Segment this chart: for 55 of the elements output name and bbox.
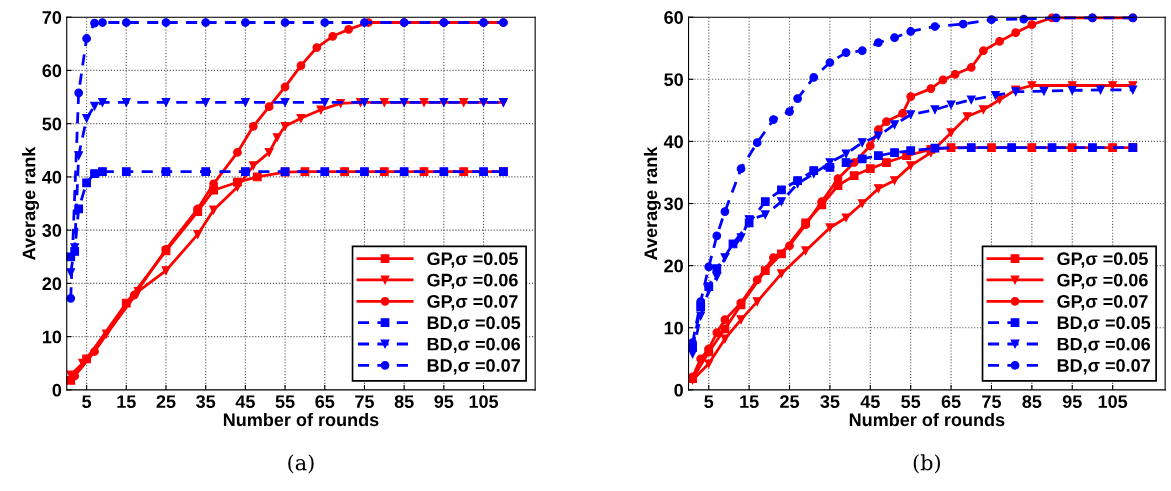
x-tick-label: 5 <box>704 395 714 408</box>
legend-label: BD,σ =0.05 <box>427 316 521 332</box>
x-tick-label: 35 <box>820 395 840 408</box>
y-tick-label: 20 <box>664 259 683 273</box>
y-tick-label: 70 <box>42 11 62 24</box>
x-tick-label: 65 <box>315 395 335 408</box>
x-tick-label: 55 <box>275 395 295 408</box>
y-tick-label: 10 <box>42 330 62 344</box>
x-tick-label: 75 <box>982 395 1002 408</box>
x-tick-label: 95 <box>434 395 454 408</box>
x-tick-label: 25 <box>156 395 176 408</box>
y-tick-label: 10 <box>664 321 683 335</box>
y-tick-label: 30 <box>42 224 62 237</box>
y-tick-label: 40 <box>42 170 62 184</box>
legend-label: BD,σ =0.05 <box>1057 316 1151 332</box>
legend-label: BD,σ =0.07 <box>427 359 520 375</box>
legend-label: BD,σ =0.07 <box>1057 359 1150 375</box>
y-tick-label: 40 <box>663 135 683 149</box>
y-tick-label: 30 <box>664 197 683 211</box>
legend-label: GP,σ =0.05 <box>1057 252 1148 268</box>
legend-label: BD,σ =0.06 <box>427 337 521 354</box>
y-tick-label: 50 <box>664 73 683 87</box>
legend-label: GP,σ =0.07 <box>1057 295 1148 311</box>
text: (b) <box>913 454 940 474</box>
x-tick-label: 85 <box>1022 395 1042 408</box>
x-tick-label: 35 <box>196 395 216 408</box>
x-tick-label: 15 <box>117 395 136 408</box>
legend-label: GP,σ =0.05 <box>427 252 518 268</box>
y-axis-title: Average rank <box>22 146 40 260</box>
x-tick-label: 45 <box>235 395 255 408</box>
legend-label: BD,σ =0.06 <box>1057 337 1151 354</box>
x-tick-label: 85 <box>394 395 414 408</box>
y-tick-label: 60 <box>664 11 683 24</box>
x-tick-label: 95 <box>1062 395 1082 408</box>
y-tick-label: 0 <box>52 383 62 397</box>
x-tick-label: 45 <box>860 395 880 408</box>
x-tick-label: 15 <box>740 395 759 408</box>
x-tick-label: 55 <box>901 395 921 408</box>
x-tick-label: 65 <box>941 395 961 408</box>
x-tick-label: 105 <box>469 395 499 408</box>
legend-label: GP,σ =0.06 <box>427 273 518 290</box>
x-tick-label: 5 <box>82 395 92 408</box>
x-axis-title: Number of rounds <box>223 412 379 427</box>
text: (a) <box>288 454 314 474</box>
y-tick-label: 60 <box>42 64 62 78</box>
x-tick-label: 105 <box>1098 395 1128 408</box>
x-tick-label: 25 <box>780 395 800 408</box>
y-axis-title: Average rank <box>643 146 661 260</box>
y-tick-label: 0 <box>674 383 683 397</box>
y-tick-label: 50 <box>42 117 62 131</box>
y-tick-label: 20 <box>42 277 62 291</box>
legend-label: GP,σ =0.06 <box>1057 273 1148 290</box>
legend-label: GP,σ =0.07 <box>427 295 518 311</box>
x-axis-title: Number of rounds <box>849 412 1005 427</box>
x-tick-label: 75 <box>355 395 374 408</box>
